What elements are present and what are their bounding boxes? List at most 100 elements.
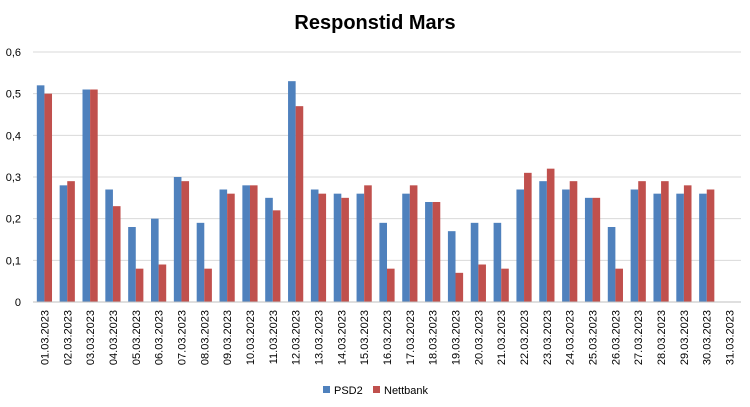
- x-tick-label: 07.03.2023: [176, 310, 188, 365]
- x-tick-label: 31.03.2023: [725, 310, 737, 365]
- bar-nettbank-9: [227, 193, 235, 302]
- x-tick-label: 12.03.2023: [291, 310, 303, 365]
- bar-nettbank-27: [638, 181, 646, 302]
- x-tick-label: 23.03.2023: [542, 310, 554, 365]
- bar-psd2-8: [196, 222, 205, 302]
- grid-layer: [33, 51, 741, 261]
- x-tick-label: 01.03.2023: [39, 310, 51, 365]
- bar-nettbank-19: [455, 272, 464, 302]
- bar-psd2-21: [493, 222, 502, 302]
- x-tick-label: 09.03.2023: [222, 310, 234, 365]
- bar-psd2-11: [265, 197, 273, 302]
- bar-nettbank-10: [249, 185, 258, 302]
- bar-nettbank-30: [706, 189, 715, 302]
- x-tick-label: 04.03.2023: [108, 310, 120, 365]
- bar-nettbank-22: [524, 172, 532, 302]
- y-tick-label: 0,4: [6, 130, 21, 142]
- bar-nettbank-11: [272, 210, 281, 302]
- bar-nettbank-2: [67, 181, 75, 302]
- legend-swatch-nettbank: [373, 386, 380, 393]
- x-tick-label: 26.03.2023: [610, 310, 622, 365]
- x-tick-label: 13.03.2023: [313, 310, 325, 365]
- bar-nettbank-18: [432, 202, 441, 302]
- x-tick-label: 22.03.2023: [519, 310, 531, 365]
- y-tick-label: 0,1: [6, 255, 21, 267]
- bar-psd2-19: [447, 231, 456, 302]
- bar-nettbank-28: [661, 181, 669, 302]
- x-tick-label: 10.03.2023: [245, 310, 257, 365]
- bar-psd2-4: [105, 189, 113, 302]
- bar-psd2-14: [333, 193, 342, 302]
- x-tick-label: 17.03.2023: [405, 310, 417, 365]
- bar-nettbank-12: [295, 106, 304, 303]
- bar-psd2-12: [288, 81, 296, 303]
- x-tick-label: 21.03.2023: [496, 310, 508, 365]
- y-tick-label: 0,3: [6, 172, 21, 184]
- y-tick-label: 0: [15, 297, 21, 309]
- bar-psd2-13: [310, 189, 319, 302]
- bar-nettbank-26: [615, 268, 623, 302]
- x-tick-label: 25.03.2023: [588, 310, 600, 365]
- x-tick-label: 15.03.2023: [359, 310, 371, 365]
- bar-psd2-3: [82, 89, 91, 302]
- bar-psd2-28: [653, 193, 662, 302]
- x-tick-label: 30.03.2023: [702, 310, 714, 365]
- x-tick-label: 02.03.2023: [62, 310, 74, 365]
- bar-nettbank-7: [181, 181, 190, 302]
- y-axis-ticks: 0 0,1 0,2 0,3 0,4 0,5 0,6: [6, 47, 21, 309]
- x-tick-label: 29.03.2023: [679, 310, 691, 365]
- bar-nettbank-1: [44, 93, 53, 303]
- bar-nettbank-24: [569, 181, 578, 302]
- bar-nettbank-16: [387, 268, 395, 302]
- y-tick-label: 0,2: [6, 214, 21, 226]
- bar-psd2-27: [630, 189, 639, 302]
- x-tick-label: 11.03.2023: [268, 310, 280, 364]
- legend-label-nettbank: Nettbank: [384, 385, 429, 397]
- bar-psd2-17: [402, 193, 410, 302]
- x-tick-label: 19.03.2023: [451, 310, 463, 365]
- bar-nettbank-29: [683, 185, 692, 302]
- bar-psd2-29: [676, 193, 684, 302]
- legend-swatch-psd2: [323, 386, 330, 393]
- bar-psd2-22: [516, 189, 525, 302]
- bar-nettbank-14: [341, 197, 349, 302]
- bar-psd2-24: [562, 189, 570, 302]
- bar-nettbank-8: [204, 268, 212, 302]
- y-tick-label: 0,6: [6, 47, 21, 59]
- bar-nettbank-13: [318, 193, 327, 302]
- bar-psd2-5: [128, 227, 136, 302]
- chart-title: Responstid Mars: [294, 12, 455, 34]
- bar-psd2-2: [59, 185, 68, 302]
- bar-psd2-9: [219, 189, 228, 302]
- x-tick-label: 05.03.2023: [131, 310, 143, 365]
- bar-nettbank-4: [112, 206, 121, 302]
- bar-psd2-20: [470, 222, 479, 302]
- x-tick-label: 20.03.2023: [473, 310, 485, 365]
- x-tick-label: 16.03.2023: [382, 310, 394, 365]
- legend-label-psd2: PSD2: [334, 385, 363, 397]
- bar-nettbank-20: [478, 264, 486, 302]
- bar-nettbank-5: [135, 268, 144, 302]
- x-tick-label: 27.03.2023: [633, 310, 645, 365]
- x-tick-label: 24.03.2023: [565, 310, 577, 365]
- bar-nettbank-6: [158, 264, 167, 302]
- x-axis-ticks: 01.03.2023 02.03.2023 03.03.2023 04.03.2023…: [39, 310, 736, 365]
- x-tick-label: 18.03.2023: [428, 310, 440, 365]
- bar-nettbank-25: [592, 197, 601, 302]
- bar-psd2-15: [356, 193, 365, 302]
- bar-nettbank-21: [501, 268, 509, 302]
- bar-nettbank-15: [364, 185, 372, 302]
- bar-psd2-23: [539, 181, 547, 302]
- bar-psd2-30: [699, 193, 707, 302]
- bar-psd2-25: [584, 197, 593, 302]
- x-tick-label: 06.03.2023: [154, 310, 166, 365]
- bar-psd2-26: [607, 227, 616, 302]
- bar-nettbank-3: [90, 89, 98, 302]
- bar-psd2-16: [379, 222, 387, 302]
- x-tick-label: 08.03.2023: [199, 310, 211, 365]
- bar-psd2-1: [36, 85, 45, 302]
- legend: PSD2 Nettbank: [323, 385, 429, 397]
- bar-nettbank-17: [409, 185, 418, 302]
